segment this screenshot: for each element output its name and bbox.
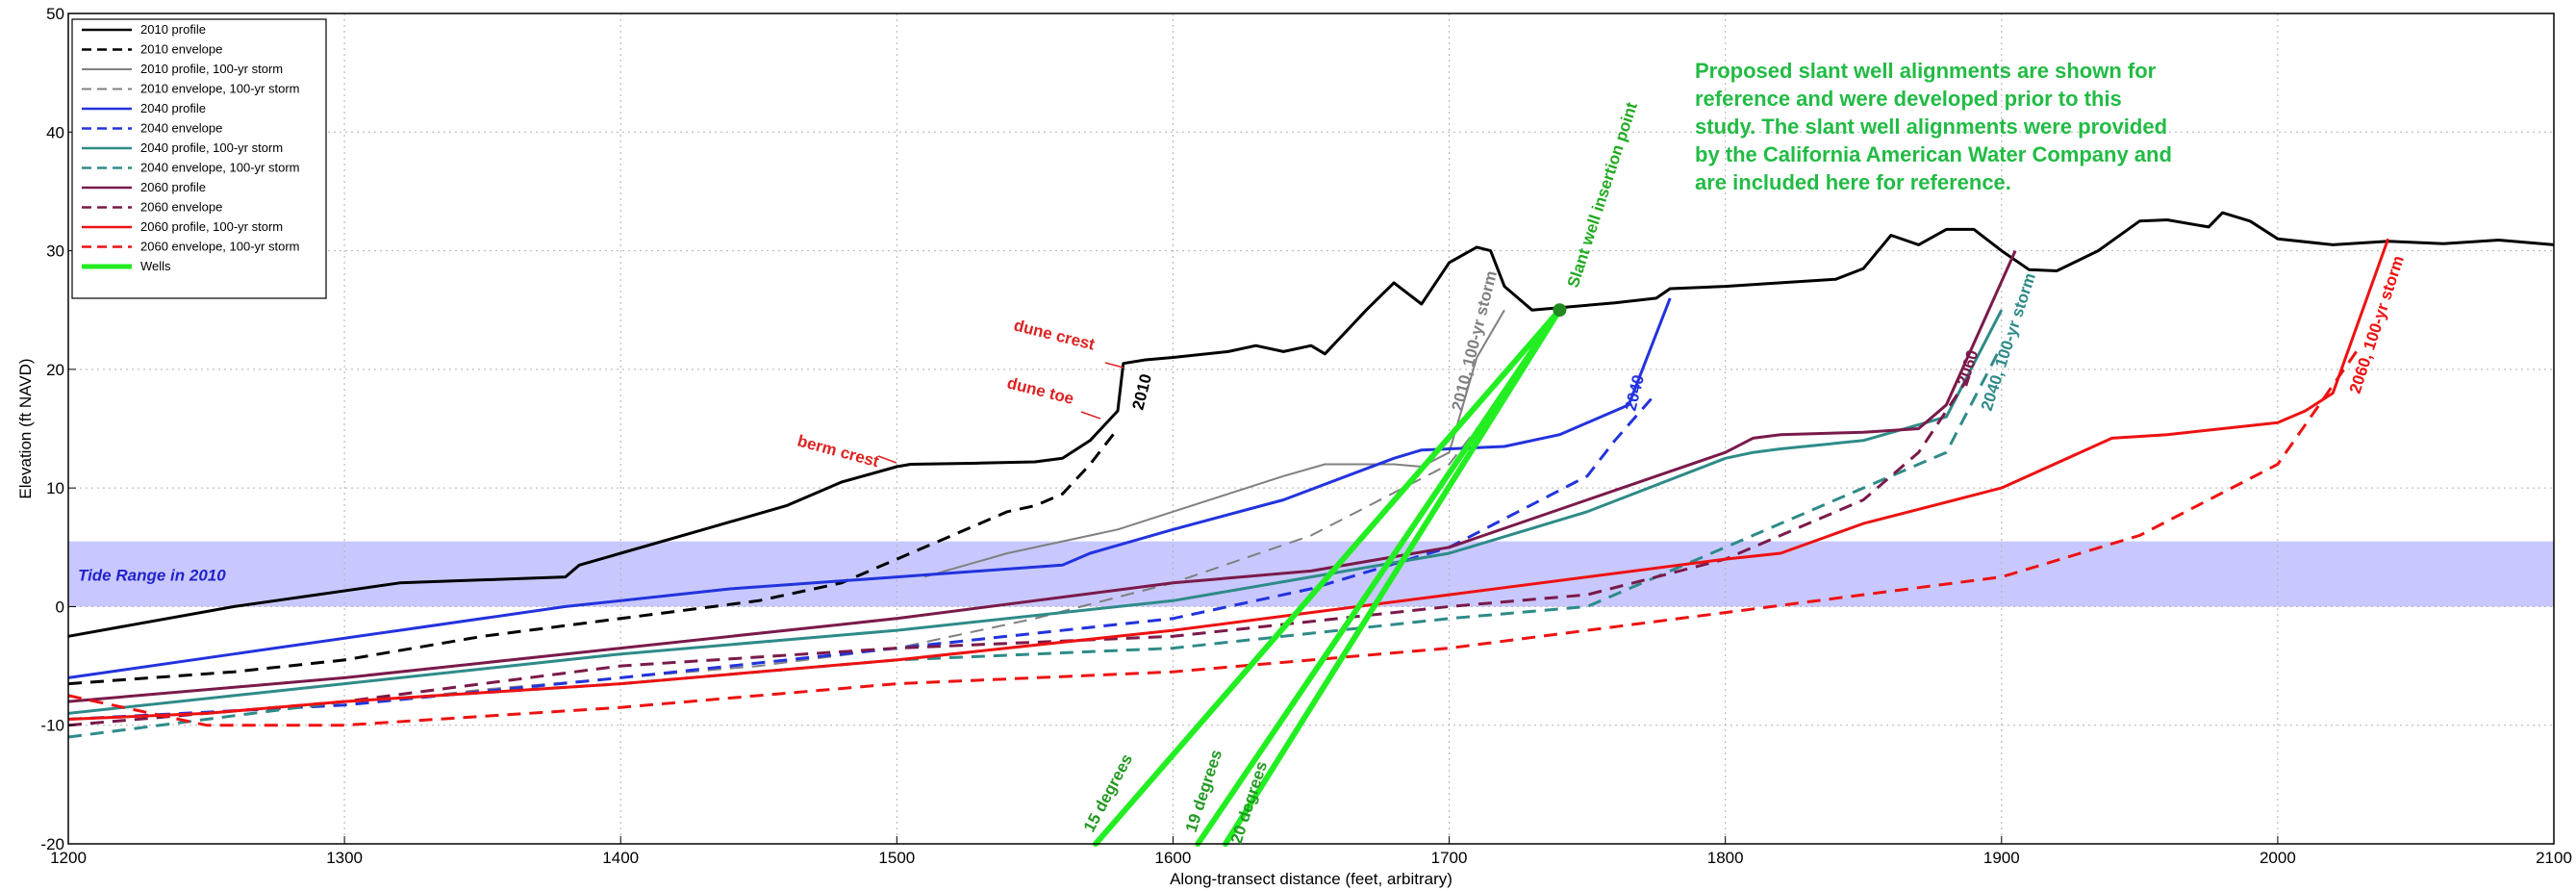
series-2060-envelope [67,369,1976,727]
y-tick-label: 30 [46,242,64,261]
y-axis-label: Elevation (ft NAVD) [16,358,35,498]
legend: 2010 profile 2010 envelope 2010 profile, 1… [71,18,327,299]
insertion-point-marker [1553,303,1567,318]
x-tick-label: 1600 [1155,849,1192,867]
series-layer [67,211,2555,739]
note-text-block: Proposed slant well alignments are shown… [1695,59,2172,194]
legend-label-2060-envelope: 2060 envelope [140,200,222,215]
legend-label-2060-profile-100-yr-storm: 2060 profile, 100-yr storm [140,219,283,234]
well-line-3 [1222,307,1563,847]
x-tick-label: 1400 [602,849,639,867]
annotation-arrows [877,362,1124,464]
x-tick-label: 2100 [2536,849,2572,867]
x-axis-label: Along-transect distance (feet, arbitrary… [1170,870,1452,888]
legend-label-2010-profile: 2010 profile [140,22,206,37]
well-line-1 [1093,307,1563,847]
y-tick-label: 50 [46,5,64,23]
well-line-2 [1195,307,1563,847]
x-tick-label: 2000 [2260,849,2296,867]
legend-label-2010-envelope-100-yr-storm: 2010 envelope, 100-yr storm [140,82,299,96]
series-2010-profile-100-yr-storm [923,309,1505,578]
series-2010-profile [67,211,2555,638]
x-tick-label: 1700 [1431,849,1468,867]
series-2040-envelope [67,392,1658,721]
note-line: by the California American Water Company… [1695,142,2172,166]
y-tick-label: 10 [46,479,64,497]
x-tick-label: 1800 [1707,849,1744,867]
series-2060-profile-100-yr-storm [67,238,2390,721]
x-tick-label: 1300 [326,849,363,867]
y-ticks: -20 -10 0 10 20 30 40 50 [40,5,76,853]
legend-label-2040-profile-100-yr-storm: 2040 profile, 100-yr storm [140,140,283,155]
series-2040-profile [67,297,1672,679]
x-tick-label: 1200 [50,849,87,867]
legend-items: 2010 profile 2010 envelope 2010 profile, 1… [82,22,299,273]
legend-label-wells: Wells [140,259,171,273]
y-tick-label: 20 [46,361,64,379]
plot-frame [67,13,2555,845]
series-2060-envelope-100-yr-storm [67,344,2362,727]
legend-box [71,18,327,299]
note-line: reference and were developed prior to th… [1695,87,2122,111]
series-2010-envelope [67,427,1120,686]
wells-layer [1093,307,1563,847]
legend-label-2010-profile-100-yr-storm: 2010 profile, 100-yr storm [140,62,283,76]
x-tick-label: 1500 [878,849,915,867]
note-line: Proposed slant well alignments are shown… [1695,59,2157,83]
series-2060-profile [67,249,2017,703]
tide-range-label: Tide Range in 2010 [78,566,226,584]
note-line: are included here for reference. [1695,170,2011,194]
x-tick-label: 1900 [1983,849,2020,867]
note-line: study. The slant well alignments were pr… [1695,115,2167,139]
legend-label-2060-envelope-100-yr-storm: 2060 envelope, 100-yr storm [140,240,299,254]
legend-label-2060-profile: 2060 profile [140,180,206,194]
x-ticks: 1200 1300 1400 1500 1600 1700 1800 1900 2000 2100 [50,836,2572,867]
legend-label-2040-envelope-100-yr-storm: 2040 envelope, 100-yr storm [140,161,299,175]
y-tick-label: 0 [56,598,64,616]
legend-label-2040-envelope: 2040 envelope [140,121,222,136]
legend-label-2040-profile: 2040 profile [140,101,206,115]
y-tick-label: -20 [40,835,64,853]
legend-label-2010-envelope: 2010 envelope [140,42,222,57]
y-tick-label: -10 [40,717,64,735]
y-tick-label: 40 [46,123,64,141]
series-2040-profile-100-yr-storm [67,309,2004,715]
